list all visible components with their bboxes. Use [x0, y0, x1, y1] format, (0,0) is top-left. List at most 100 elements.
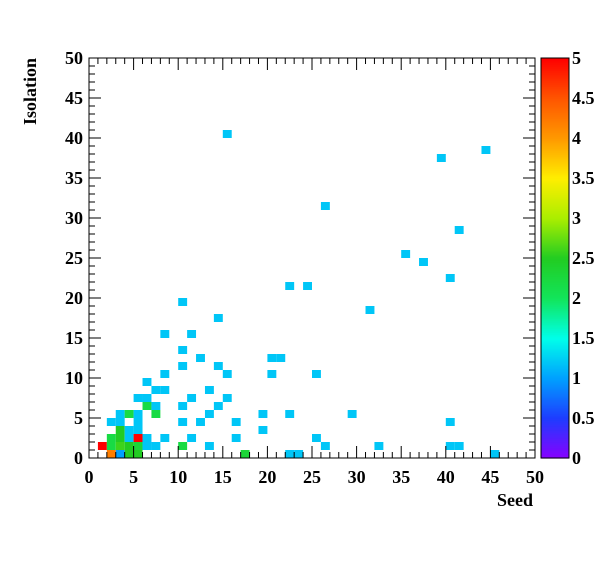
y-tick-label: 40 [65, 128, 83, 148]
palette-band [541, 222, 569, 225]
heatmap-cell [115, 442, 125, 450]
heatmap-cell [97, 442, 107, 450]
heatmap-cell [142, 394, 152, 402]
palette-band [541, 122, 569, 125]
heatmap-cell [445, 442, 455, 450]
y-tick-label: 20 [65, 288, 83, 308]
heatmap-cell [178, 362, 188, 370]
palette-band [541, 154, 569, 157]
heatmap-cell [106, 442, 116, 450]
palette-band [541, 418, 569, 421]
palette-band [541, 360, 569, 363]
palette-band [541, 262, 569, 265]
palette-band [541, 228, 569, 231]
palette-band [541, 240, 569, 243]
palette-band [541, 426, 569, 429]
palette-band [541, 434, 569, 437]
x-tick-label: 10 [169, 467, 187, 487]
heatmap-cell [204, 442, 214, 450]
x-tick-label: 0 [85, 467, 94, 487]
palette-band [541, 212, 569, 215]
palette-band [541, 438, 569, 441]
x-tick-label: 25 [303, 467, 321, 487]
heatmap-cell [187, 394, 197, 402]
palette-band [541, 66, 569, 69]
palette-band [541, 198, 569, 201]
palette-band [541, 146, 569, 149]
palette-band [541, 446, 569, 449]
palette-band [541, 452, 569, 455]
heatmap-cell [285, 450, 295, 458]
heatmap-cell [303, 282, 312, 290]
palette-band [541, 250, 569, 253]
palette-band [541, 374, 569, 377]
palette-tick-label: 5 [572, 48, 581, 68]
x-tick-label: 15 [214, 467, 232, 487]
palette-band [541, 278, 569, 281]
palette-band [541, 318, 569, 321]
palette-band [541, 448, 569, 451]
color-palette [541, 58, 569, 459]
palette-band [541, 246, 569, 249]
palette-band [541, 346, 569, 349]
palette-band [541, 186, 569, 189]
heatmap-cell [115, 418, 125, 426]
palette-band [541, 404, 569, 407]
heatmap-cell [481, 146, 491, 154]
palette-band [541, 86, 569, 89]
palette-band [541, 310, 569, 313]
heatmap-cell [196, 354, 205, 362]
palette-band [541, 342, 569, 345]
x-tick-label: 5 [129, 467, 138, 487]
palette-band [541, 400, 569, 403]
heatmap-cell [124, 410, 134, 418]
palette-band [541, 368, 569, 371]
palette-band [541, 314, 569, 317]
heatmap-cell [115, 450, 125, 458]
palette-band [541, 172, 569, 175]
y-tick-label: 5 [74, 408, 83, 428]
palette-band [541, 326, 569, 329]
palette-band [541, 308, 569, 311]
palette-band [541, 276, 569, 279]
heatmap-cell [187, 434, 197, 442]
heatmap-cell [312, 370, 321, 378]
palette-band [541, 114, 569, 117]
x-tick-label: 45 [481, 467, 499, 487]
heatmap-cell [285, 282, 295, 290]
palette-band [541, 344, 569, 347]
heatmap-cell [115, 426, 125, 434]
palette-band [541, 396, 569, 399]
palette-tick-label: 3 [572, 208, 581, 228]
palette-band [541, 230, 569, 233]
palette-band [541, 354, 569, 357]
palette-band [541, 108, 569, 111]
palette-band [541, 104, 569, 107]
palette-band [541, 176, 569, 179]
heatmap-cell [213, 314, 223, 322]
palette-band [541, 338, 569, 341]
heatmap-cell [312, 434, 321, 442]
palette-band [541, 214, 569, 217]
y-tick-label: 45 [65, 88, 83, 108]
palette-band [541, 140, 569, 143]
palette-band [541, 164, 569, 167]
palette-band [541, 150, 569, 153]
palette-tick-label: 2.5 [572, 248, 595, 268]
palette-band [541, 76, 569, 79]
palette-band [541, 352, 569, 355]
palette-band [541, 412, 569, 415]
palette-band [541, 328, 569, 331]
heatmap-cell [445, 274, 455, 282]
palette-band [541, 106, 569, 109]
heatmap-cell [365, 306, 375, 314]
heatmap-cell [178, 402, 188, 410]
palette-band [541, 200, 569, 203]
heatmap-cell [160, 434, 170, 442]
palette-band [541, 450, 569, 453]
palette-band [541, 102, 569, 105]
palette-band [541, 166, 569, 169]
heatmap-cell [231, 434, 241, 442]
palette-band [541, 386, 569, 389]
palette-band [541, 224, 569, 227]
